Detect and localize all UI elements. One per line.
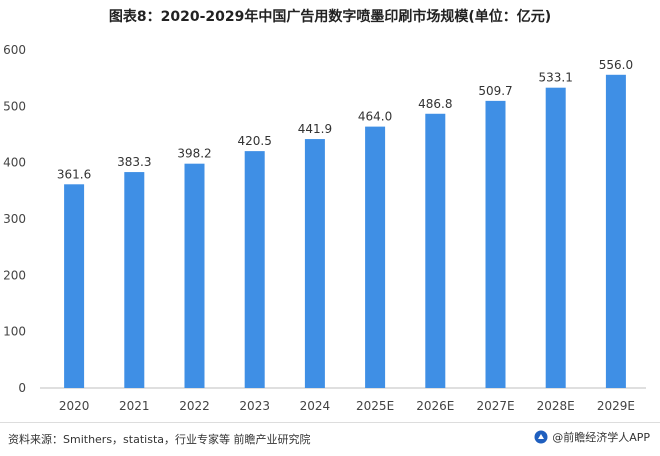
bar bbox=[64, 184, 85, 388]
bar-chart: 0 100 200 300 400 500 600 361.6 2020 383.3 2021 398… bbox=[3, 43, 646, 413]
bar bbox=[485, 100, 506, 388]
y-tick-label: 400 bbox=[3, 156, 26, 170]
bar bbox=[365, 126, 386, 388]
x-tick-label: 2020 bbox=[59, 399, 90, 413]
bar bbox=[304, 139, 325, 388]
x-tick-label: 2026E bbox=[416, 399, 454, 413]
data-label: 398.2 bbox=[177, 147, 211, 161]
data-label: 556.0 bbox=[599, 58, 633, 72]
bar bbox=[425, 113, 446, 388]
footer: 资料来源：Smithers，statista，行业专家等 前瞻产业研究院 @前瞻… bbox=[0, 422, 660, 456]
y-tick-label: 600 bbox=[3, 43, 26, 57]
y-tick-label: 0 bbox=[18, 381, 26, 395]
bar bbox=[124, 172, 145, 388]
x-tick-label: 2022 bbox=[179, 399, 210, 413]
x-tick-label: 2028E bbox=[537, 399, 575, 413]
source-note: 资料来源：Smithers，statista，行业专家等 前瞻产业研究院 bbox=[8, 433, 311, 446]
x-tick-label: 2024 bbox=[300, 399, 331, 413]
chart-title: 图表8：2020-2029年中国广告用数字喷墨印刷市场规模(单位：亿元) bbox=[108, 9, 552, 25]
y-tick-label: 200 bbox=[3, 268, 26, 282]
data-label: 420.5 bbox=[238, 134, 272, 148]
brand: @前瞻经济学人APP bbox=[534, 429, 650, 445]
data-label: 361.6 bbox=[57, 167, 91, 181]
x-tick-label: 2025E bbox=[356, 399, 394, 413]
data-label: 486.8 bbox=[418, 97, 452, 111]
data-label: 533.1 bbox=[539, 71, 573, 85]
data-label: 509.7 bbox=[478, 84, 512, 98]
y-tick-label: 500 bbox=[3, 99, 26, 113]
x-tick-label: 2029E bbox=[597, 399, 635, 413]
y-tick-label: 100 bbox=[3, 325, 26, 339]
qianzhan-logo-icon bbox=[534, 430, 548, 444]
brand-label: @前瞻经济学人APP bbox=[552, 431, 650, 444]
y-tick-label: 300 bbox=[3, 212, 26, 226]
bar bbox=[605, 74, 626, 388]
x-tick-label: 2021 bbox=[119, 399, 150, 413]
bar bbox=[545, 87, 566, 388]
x-tick-label: 2027E bbox=[476, 399, 514, 413]
data-label: 441.9 bbox=[298, 122, 332, 136]
data-label: 383.3 bbox=[117, 155, 151, 169]
bar bbox=[184, 163, 205, 388]
bar bbox=[244, 151, 265, 388]
x-tick-label: 2023 bbox=[239, 399, 270, 413]
data-label: 464.0 bbox=[358, 110, 392, 124]
